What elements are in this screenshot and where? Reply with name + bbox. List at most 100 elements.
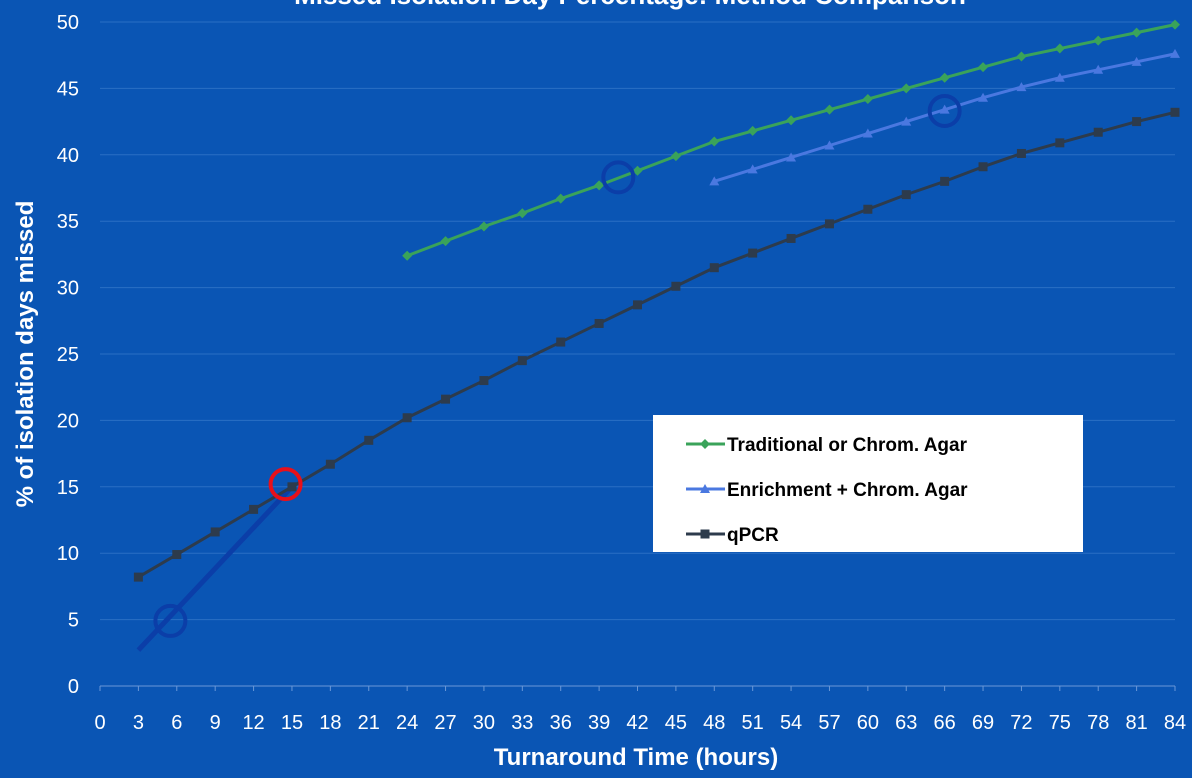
y-tick-label-35: 35 xyxy=(57,211,79,233)
x-tick-label-45: 45 xyxy=(665,712,687,734)
point-traditional-or-chrom-agar-51 xyxy=(747,125,758,136)
y-axis-title: % of isolation days missed xyxy=(12,201,39,508)
point-qpcr-6 xyxy=(172,550,182,560)
point-qpcr-60 xyxy=(863,204,873,214)
x-tick-label-30: 30 xyxy=(473,712,495,734)
point-qpcr-48 xyxy=(709,263,719,273)
x-tick-label-15: 15 xyxy=(281,712,303,734)
point-traditional-or-chrom-agar-69 xyxy=(978,62,989,73)
x-tick-label-39: 39 xyxy=(588,712,610,734)
point-qpcr-66 xyxy=(940,176,950,186)
point-qpcr-27 xyxy=(441,394,451,404)
point-qpcr-81 xyxy=(1132,117,1142,127)
point-qpcr-45 xyxy=(671,281,681,291)
point-traditional-or-chrom-agar-54 xyxy=(786,115,797,126)
point-enrichment-chrom-agar-48 xyxy=(709,176,720,186)
point-qpcr-78 xyxy=(1093,127,1103,137)
y-tick-label-15: 15 xyxy=(57,477,79,499)
point-enrichment-chrom-agar-57 xyxy=(824,140,835,150)
x-tick-label-42: 42 xyxy=(626,712,648,734)
point-qpcr-12 xyxy=(249,504,259,514)
x-tick-label-81: 81 xyxy=(1125,712,1147,734)
annotation-circle-3 xyxy=(927,93,962,128)
point-enrichment-chrom-agar-54 xyxy=(786,152,797,162)
annotation-circle-0 xyxy=(153,603,188,638)
x-tick-label-12: 12 xyxy=(242,712,264,734)
y-tick-label-10: 10 xyxy=(57,543,79,565)
x-tick-label-60: 60 xyxy=(857,712,879,734)
point-qpcr-42 xyxy=(633,300,642,310)
x-tick-label-33: 33 xyxy=(511,712,533,734)
x-tick-label-78: 78 xyxy=(1087,712,1109,734)
point-qpcr-72 xyxy=(1016,148,1026,158)
y-tick-label-25: 25 xyxy=(57,344,79,366)
y-tick-label-20: 20 xyxy=(57,410,79,432)
point-traditional-or-chrom-agar-75 xyxy=(1054,43,1065,54)
legend-marker-enrichment-chrom-agar xyxy=(700,484,710,493)
y-tick-label-45: 45 xyxy=(57,78,79,100)
x-tick-label-54: 54 xyxy=(780,712,802,734)
point-qpcr-36 xyxy=(556,337,566,347)
point-qpcr-15 xyxy=(287,482,297,492)
x-tick-label-6: 6 xyxy=(171,712,182,734)
annotation-circle-1 xyxy=(268,467,303,502)
y-tick-label-0: 0 xyxy=(68,676,79,698)
annotation-circle-2 xyxy=(601,160,636,195)
point-traditional-or-chrom-agar-48 xyxy=(709,136,720,147)
point-traditional-or-chrom-agar-42 xyxy=(632,165,643,176)
x-tick-label-24: 24 xyxy=(396,712,418,734)
point-traditional-or-chrom-agar-81 xyxy=(1131,27,1142,38)
point-qpcr-57 xyxy=(824,219,834,229)
point-traditional-or-chrom-agar-72 xyxy=(1016,51,1027,62)
x-tick-label-66: 66 xyxy=(934,712,956,734)
x-tick-label-63: 63 xyxy=(895,712,917,734)
annotation-line-0 xyxy=(136,485,294,652)
y-tick-label-50: 50 xyxy=(57,12,79,34)
y-tick-label-5: 5 xyxy=(68,610,79,632)
point-traditional-or-chrom-agar-33 xyxy=(517,208,528,219)
x-axis-title: Turnaround Time (hours) xyxy=(494,744,778,771)
point-enrichment-chrom-agar-60 xyxy=(862,128,873,138)
chart-title: Missed Isolation Day Percentage: Method … xyxy=(294,0,966,10)
point-traditional-or-chrom-agar-63 xyxy=(901,83,912,94)
point-traditional-or-chrom-agar-84 xyxy=(1170,19,1180,30)
x-tick-label-69: 69 xyxy=(972,712,994,734)
x-tick-label-0: 0 xyxy=(94,712,105,734)
x-tick-label-72: 72 xyxy=(1010,712,1032,734)
x-tick-label-27: 27 xyxy=(434,712,456,734)
x-tick-label-48: 48 xyxy=(703,712,725,734)
y-tick-label-40: 40 xyxy=(57,145,79,167)
point-qpcr-75 xyxy=(1055,138,1065,148)
legend-label-qpcr: qPCR xyxy=(727,525,779,546)
point-qpcr-84 xyxy=(1170,107,1180,117)
legend: Traditional or Chrom. Agar Enrichment + C… xyxy=(653,415,1083,552)
x-tick-label-3: 3 xyxy=(133,712,144,734)
point-qpcr-54 xyxy=(786,233,796,243)
point-traditional-or-chrom-agar-78 xyxy=(1093,35,1104,46)
point-qpcr-9 xyxy=(210,527,220,537)
point-qpcr-18 xyxy=(325,459,335,469)
x-tick-label-18: 18 xyxy=(319,712,341,734)
x-tick-label-57: 57 xyxy=(818,712,840,734)
point-traditional-or-chrom-agar-45 xyxy=(670,151,681,162)
point-qpcr-24 xyxy=(402,413,412,423)
legend-label-traditional-or-chrom-agar: Traditional or Chrom. Agar xyxy=(727,435,968,456)
legend-label-enrichment-chrom-agar: Enrichment + Chrom. Agar xyxy=(727,480,968,501)
point-traditional-or-chrom-agar-36 xyxy=(555,193,566,204)
x-tick-label-51: 51 xyxy=(742,712,764,734)
point-traditional-or-chrom-agar-24 xyxy=(402,250,413,261)
point-enrichment-chrom-agar-69 xyxy=(978,92,989,102)
point-traditional-or-chrom-agar-60 xyxy=(862,94,873,105)
point-traditional-or-chrom-agar-66 xyxy=(939,72,950,83)
point-traditional-or-chrom-agar-39 xyxy=(594,180,605,191)
point-traditional-or-chrom-agar-30 xyxy=(478,221,489,232)
legend-marker-traditional-or-chrom-agar xyxy=(700,439,710,449)
point-qpcr-63 xyxy=(901,190,911,200)
point-qpcr-30 xyxy=(479,376,489,386)
x-tick-label-36: 36 xyxy=(550,712,572,734)
point-traditional-or-chrom-agar-27 xyxy=(440,236,451,247)
point-qpcr-21 xyxy=(364,435,374,445)
legend-marker-qpcr xyxy=(700,529,710,539)
